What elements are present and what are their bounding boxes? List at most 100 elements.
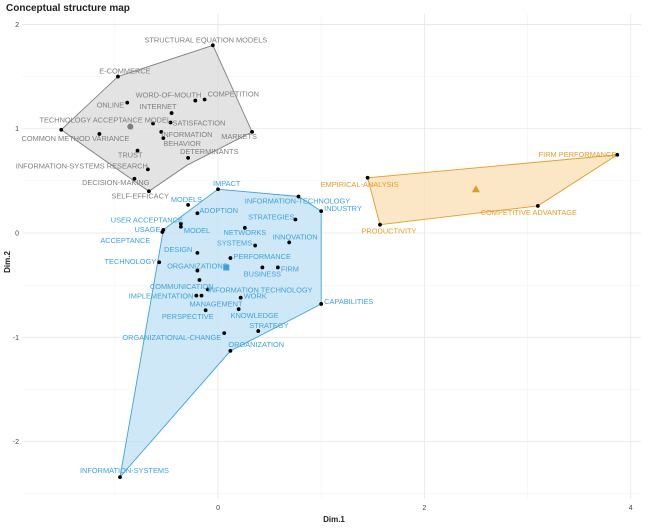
data-point — [195, 268, 200, 273]
data-point — [365, 175, 370, 180]
data-point — [159, 129, 164, 134]
data-point — [197, 278, 202, 282]
data-point — [97, 132, 102, 136]
x-tick-label: 0 — [216, 505, 220, 512]
data-point — [151, 121, 155, 126]
point-label: MODEL — [184, 226, 210, 235]
point-label: FIRM — [281, 264, 299, 273]
point-label: TECHNOLOGY — [104, 257, 156, 266]
data-point — [203, 308, 208, 313]
x-tick-label: 4 — [629, 505, 633, 512]
data-point — [293, 217, 298, 222]
point-label: WORD-OF-MOUTH — [136, 91, 202, 100]
point-label: TRUST — [118, 151, 143, 160]
point-label: IMPACT — [213, 179, 241, 188]
data-point — [178, 224, 183, 229]
point-label: KNOWLEDGE — [231, 311, 279, 320]
data-point — [59, 127, 64, 132]
data-point — [118, 475, 122, 479]
point-label: ORGANIZATION — [228, 340, 284, 349]
point-label: STRATEGY — [249, 321, 288, 330]
point-label: PERFORMANCE — [233, 252, 291, 261]
data-point — [535, 204, 540, 208]
point-label: WORK — [244, 292, 267, 301]
data-point — [238, 295, 243, 300]
point-label: INDUSTRY — [324, 204, 362, 213]
point-label: ACCEPTANCE — [100, 236, 150, 245]
point-label: E-COMMERCE — [99, 67, 150, 76]
chart-title: Conceptual structure map — [6, 3, 130, 14]
point-label: COMMON METHOD VARIANCE — [22, 134, 130, 143]
data-point — [178, 221, 183, 226]
data-point — [145, 167, 150, 172]
point-label: DETERMINANTS — [180, 147, 238, 156]
data-point — [253, 243, 258, 248]
data-point — [242, 225, 247, 230]
data-point — [146, 189, 151, 194]
point-label: INNOVATION — [273, 232, 318, 241]
point-label: PRODUCTIVITY — [361, 227, 416, 236]
x-tick-label: 2 — [422, 505, 426, 512]
point-label: ORGANIZATIONS — [167, 262, 228, 271]
cluster-centroids — [127, 123, 480, 271]
data-point — [116, 74, 120, 79]
data-point — [260, 265, 265, 270]
tick-labels: 0 2 4 -2 -1 0 1 2 — [13, 22, 633, 512]
data-point — [125, 100, 130, 105]
point-label: BUSINESS — [244, 269, 281, 278]
data-point — [168, 120, 173, 125]
point-label: STRATEGIES — [248, 212, 294, 221]
point-label: STRUCTURAL EQUATION MODELS — [144, 35, 267, 44]
data-point — [186, 202, 190, 207]
data-point — [132, 176, 137, 181]
data-point — [205, 287, 210, 292]
point-label: INTERNET — [140, 102, 177, 111]
data-point — [275, 265, 280, 270]
cluster-hulls — [60, 44, 618, 479]
point-label: FIRM PERFORMANCE — [539, 150, 617, 159]
y-tick-label: -2 — [13, 439, 19, 446]
y-tick-label: -1 — [13, 335, 19, 342]
point-label: MARKETS — [221, 132, 257, 141]
data-point — [256, 329, 261, 333]
point-label: SELF-EFFICACY — [111, 191, 169, 200]
data-point — [319, 302, 324, 306]
y-axis-title: Dim.2 — [3, 251, 12, 273]
point-label: COMMUNICATION — [150, 282, 214, 291]
data-point — [216, 187, 220, 192]
data-point — [250, 129, 254, 134]
point-label: INFORMATION — [161, 130, 212, 139]
point-label: COMPETITION — [208, 90, 259, 99]
point-label: MANAGEMENT — [190, 300, 243, 309]
point-label: USAGE — [134, 225, 160, 234]
data-point — [195, 250, 200, 255]
point-label: MODELS — [171, 195, 202, 204]
data-point — [157, 260, 162, 265]
data-points — [59, 43, 620, 479]
data-point — [169, 111, 174, 115]
point-labels: STRUCTURAL EQUATION MODELS E-COMMERCE ONLI… — [16, 35, 617, 475]
data-point — [228, 256, 233, 260]
cluster-hull-2 — [119, 188, 322, 479]
point-label: BEHAVIOR — [163, 139, 201, 148]
point-label: TECHNOLOGY ACCEPTANCE MODEL — [39, 116, 171, 125]
data-point — [228, 348, 233, 353]
data-point — [222, 331, 227, 336]
data-point — [160, 230, 165, 234]
point-label: EMPIRICAL-ANALYSIS — [321, 180, 399, 189]
data-point — [194, 293, 199, 298]
point-label: CAPABILITIES — [324, 297, 373, 306]
point-label: NETWORKS — [223, 228, 266, 237]
data-point — [161, 136, 166, 141]
data-point — [186, 156, 190, 160]
data-point — [199, 293, 204, 298]
point-label: DESIGN — [164, 245, 192, 254]
x-axis-title: Dim.1 — [323, 515, 345, 524]
point-label: IMPLEMENTATION — [129, 292, 194, 301]
data-point — [210, 43, 215, 48]
data-point — [296, 194, 301, 199]
point-label: INFORMATION TECHNOLOGY — [208, 285, 313, 294]
cluster-centroid-3 — [471, 185, 480, 193]
data-point — [287, 240, 292, 245]
